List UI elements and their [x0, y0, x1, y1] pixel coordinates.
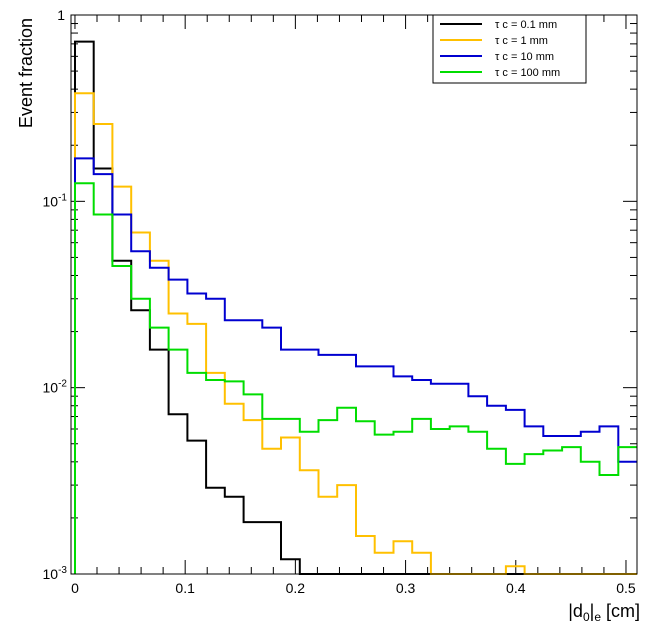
x-tick-label: 0.4 — [506, 580, 526, 596]
legend-label-3: τ c = 100 mm — [495, 67, 560, 79]
x-axis-label-main: |d — [568, 601, 583, 621]
plot-frame — [70, 14, 638, 575]
x-tick-label: 0.5 — [616, 580, 636, 596]
y-tick-labels: 1 10-1 10-2 10-3 — [43, 7, 68, 582]
x-tick-label: 0.3 — [396, 580, 416, 596]
legend-label-2: τ c = 10 mm — [495, 51, 554, 63]
x-tick-label: 0.1 — [175, 580, 195, 596]
y-tick-label: 1 — [57, 7, 65, 23]
series-3-line — [74, 182, 637, 574]
x-axis-label-sub0: 0 — [583, 610, 590, 624]
legend: τ c = 0.1 mm τ c = 1 mm τ c = 10 mm τ c = 1… — [432, 14, 587, 84]
x-axis-label-sube: e — [594, 610, 601, 624]
x-axis-label-bar: | — [590, 601, 595, 621]
x-tick-label: 0 — [71, 580, 79, 596]
series-layer — [74, 40, 637, 575]
x-tick-label: 0.2 — [286, 580, 306, 596]
series-1-line — [74, 92, 637, 575]
legend-label-1: τ c = 1 mm — [495, 35, 548, 47]
legend-label-0: τ c = 0.1 mm — [495, 19, 557, 31]
y-axis-label: Event fraction — [16, 18, 36, 128]
axis-ticks — [71, 15, 637, 574]
x-tick-labels: 0 0.1 0.2 0.3 0.4 0.5 — [71, 580, 636, 596]
x-axis-label: |d0|e [cm] — [568, 601, 640, 624]
y-tick-label: 10-1 — [43, 192, 68, 209]
x-axis-label-unit: [cm] — [601, 601, 640, 621]
y-tick-label: 10-2 — [43, 379, 68, 396]
y-tick-label: 10-3 — [43, 565, 68, 582]
series-2-line — [74, 157, 637, 574]
